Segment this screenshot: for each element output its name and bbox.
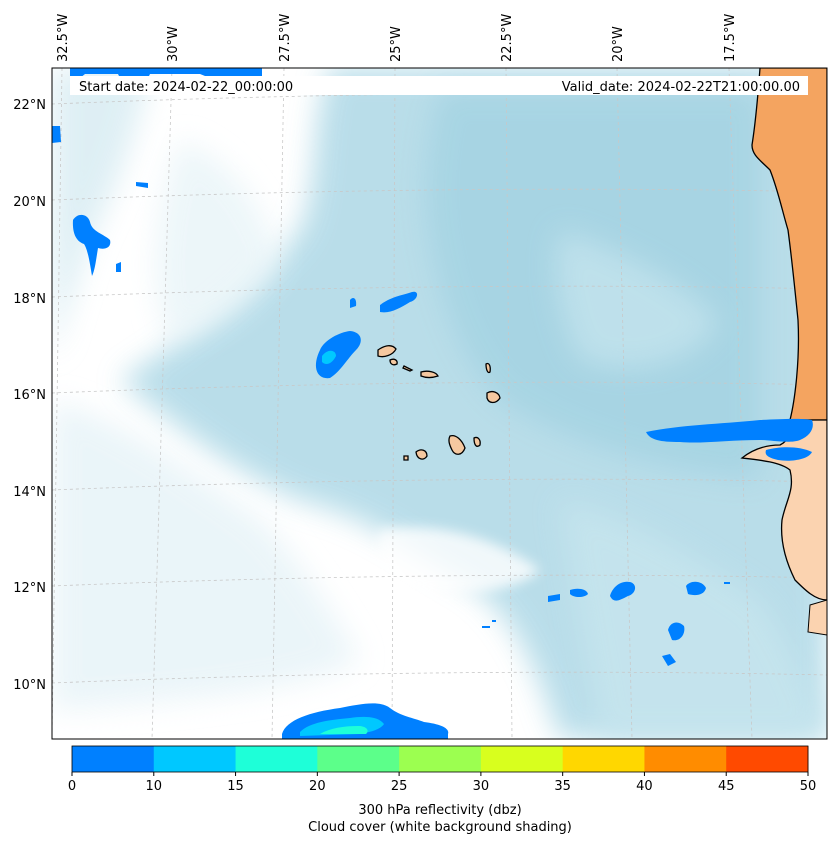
cape-verde-islands [377, 345, 501, 461]
lat-label: 12°N [13, 581, 46, 596]
lat-label: 20°N [13, 195, 46, 210]
lat-label: 18°N [13, 292, 46, 307]
map-area [52, 68, 827, 739]
colorbar-border [71, 745, 809, 773]
colorbar-tick-label: 30 [473, 779, 490, 794]
lon-label: 32.5°W [56, 14, 71, 62]
colorbar-segments [72, 746, 809, 772]
colorbar-segment [235, 746, 318, 772]
date-banner [70, 76, 808, 95]
lon-label: 17.5°W [723, 14, 738, 62]
map-border [51, 67, 828, 740]
colorbar-segment [726, 746, 809, 772]
colorbar-segment [72, 746, 155, 772]
lon-label: 27.5°W [278, 14, 293, 62]
lon-label: 22.5°W [500, 14, 515, 62]
colorbar-segment [480, 746, 564, 772]
lon-label: 30°W [166, 26, 181, 62]
colorbar-segment [317, 746, 400, 772]
colorbar-tick-label: 45 [718, 779, 735, 794]
colorbar-ticks: 0 10 15 20 25 30 35 40 45 50 [68, 772, 816, 794]
colorbar-segment [153, 746, 237, 772]
lat-label: 22°N [13, 98, 46, 113]
lon-label: 25°W [389, 26, 404, 62]
colorbar-tick-label: 20 [309, 779, 326, 794]
start-date-label: Start date: 2024-02-22_00:00:00 [79, 80, 293, 95]
longitude-labels: 32.5°W 30°W 27.5°W 25°W 22.5°W 20°W 17.5… [56, 14, 738, 62]
reflectivity-cells [52, 68, 813, 739]
valid-date-label: Valid_date: 2024-02-22T21:00:00.00 [562, 80, 800, 95]
colorbar-tick-label: 15 [227, 779, 244, 794]
lat-label: 14°N [13, 485, 46, 500]
colorbar: 0 10 15 20 25 30 35 40 45 50 300 hPa reflectivity… [68, 745, 816, 835]
colorbar-tick-label: 25 [391, 779, 408, 794]
colorbar-tick-label: 10 [146, 779, 163, 794]
colorbar-tick-label: 35 [554, 779, 571, 794]
lat-label: 10°N [13, 678, 46, 693]
colorbar-tick-label: 40 [636, 779, 653, 794]
lat-label: 16°N [13, 388, 46, 403]
colorbar-segment [562, 746, 645, 772]
colorbar-segment [644, 746, 727, 772]
lon-label: 20°W [611, 26, 626, 62]
colorbar-tick-label: 0 [68, 779, 76, 794]
colorbar-label: 300 hPa reflectivity (dbz) [358, 803, 521, 818]
colorbar-segment [399, 746, 482, 772]
latitude-labels: 22°N 20°N 18°N 16°N 14°N 12°N 10°N [13, 98, 46, 693]
colorbar-tick-label: 50 [800, 779, 817, 794]
african-coast [740, 68, 827, 636]
colorbar-sublabel: Cloud cover (white background shading) [308, 820, 572, 835]
